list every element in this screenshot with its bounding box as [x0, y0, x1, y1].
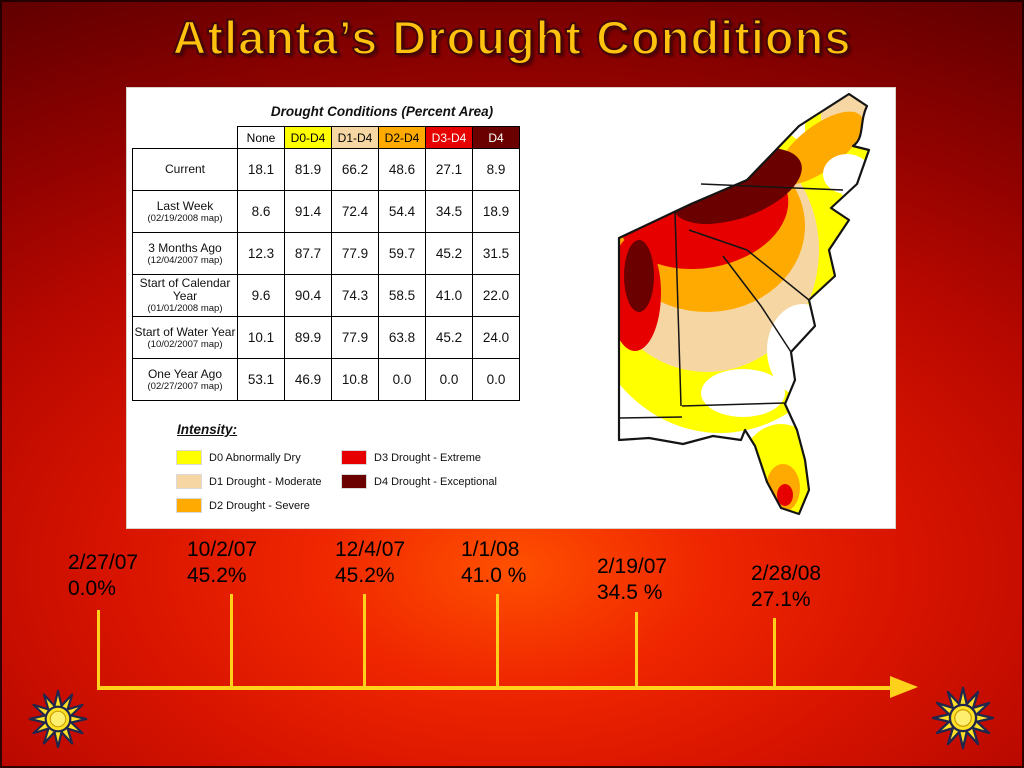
value-cell: 77.9: [331, 316, 379, 359]
value-cell: 22.0: [472, 274, 520, 317]
value-cell: 46.9: [284, 358, 332, 401]
row-label: Last Week (02/19/2008 map): [132, 190, 238, 233]
timeline-label: 2/27/07 0.0%: [68, 550, 138, 602]
timeline-axis: [97, 686, 897, 690]
table-row: Start of Water Year (10/02/2007 map) 10.1 8…: [132, 316, 520, 359]
legend-item: D2 Drought - Severe: [177, 499, 342, 512]
drought-table: None D0-D4 D1-D4 D2-D4 D3-D4 D4 Current 18.1 81…: [132, 126, 520, 401]
value-cell: 27.1: [425, 148, 473, 191]
legend-item: D3 Drought - Extreme: [342, 451, 497, 464]
timeline-date: 1/1/08: [461, 538, 520, 561]
timeline-tick: [635, 612, 638, 688]
value-cell: 12.3: [237, 232, 285, 275]
value-cell: 63.8: [378, 316, 426, 359]
timeline-tick: [97, 610, 100, 688]
value-cell: 45.2: [425, 316, 473, 359]
legend-title: Intensity:: [177, 422, 238, 437]
drought-table-body: None D0-D4 D1-D4 D2-D4 D3-D4 D4 Current 18.1 81…: [132, 126, 520, 401]
legend-swatch: [342, 451, 366, 464]
timeline-value: 27.1%: [751, 588, 811, 611]
legend-swatch: [177, 475, 201, 488]
timeline-date: 10/2/07: [187, 538, 258, 561]
column-header: D3-D4: [425, 126, 473, 149]
timeline-label: 1/1/08 41.0 %: [461, 537, 526, 589]
value-cell: 18.1: [237, 148, 285, 191]
value-cell: 77.9: [331, 232, 379, 275]
timeline-label: 12/4/07 45.2%: [335, 537, 405, 589]
value-cell: 59.7: [378, 232, 426, 275]
value-cell: 90.4: [284, 274, 332, 317]
timeline-tick: [363, 594, 366, 688]
value-cell: 0.0: [378, 358, 426, 401]
value-cell: 89.9: [284, 316, 332, 359]
value-cell: 74.3: [331, 274, 379, 317]
value-cell: 54.4: [378, 190, 426, 233]
timeline-tick: [496, 594, 499, 688]
state-borders: [618, 183, 844, 419]
sun-icon: [931, 686, 995, 750]
legend-col-right: D3 Drought - Extreme D4 Drought - Excepti…: [342, 451, 497, 512]
row-label: One Year Ago (02/27/2007 map): [132, 358, 238, 401]
table-row: 3 Months Ago (12/04/2007 map) 12.3 87.7 77.9…: [132, 232, 520, 275]
drought-map: [617, 92, 871, 516]
legend-item: D0 Abnormally Dry: [177, 451, 342, 464]
value-cell: 53.1: [237, 358, 285, 401]
timeline-tick: [230, 594, 233, 688]
legend-label: D3 Drought - Extreme: [374, 451, 481, 464]
value-cell: 0.0: [425, 358, 473, 401]
timeline-value: 34.5 %: [597, 581, 663, 604]
table-row: Current 18.1 81.9 66.2 48.6 27.1 8.9: [132, 148, 520, 191]
row-label: Current: [132, 148, 238, 191]
row-label: 3 Months Ago (12/04/2007 map): [132, 232, 238, 275]
legend-col-left: D0 Abnormally Dry D1 Drought - Moderate D2…: [177, 451, 342, 512]
table-row: Start of Calendar Year (01/01/2008 map) 9.…: [132, 274, 520, 317]
timeline-value: 45.2%: [335, 564, 395, 587]
value-cell: 31.5: [472, 232, 520, 275]
legend-label: D2 Drought - Severe: [209, 499, 310, 512]
legend-item: D1 Drought - Moderate: [177, 475, 342, 488]
value-cell: 8.9: [472, 148, 520, 191]
value-cell: 34.5: [425, 190, 473, 233]
legend-label: D1 Drought - Moderate: [209, 475, 322, 488]
row-label: Start of Calendar Year (01/01/2008 map): [132, 274, 238, 317]
legend-label: D4 Drought - Exceptional: [374, 475, 497, 488]
timeline-value: 41.0 %: [461, 564, 527, 587]
legend-swatch: [177, 451, 201, 464]
intensity-legend: Intensity: D0 Abnormally Dry D1 Drought -…: [177, 422, 497, 512]
timeline-tick: [773, 618, 776, 688]
slide-title: Atlanta’s Drought Conditions: [172, 10, 852, 65]
value-cell: 72.4: [331, 190, 379, 233]
timeline-label: 2/19/07 34.5 %: [597, 554, 667, 606]
value-cell: 18.9: [472, 190, 520, 233]
table-row: One Year Ago (02/27/2007 map) 53.1 46.9 10.8…: [132, 358, 520, 401]
legend-swatch: [177, 499, 201, 512]
sun-icon: [28, 689, 88, 749]
legend-label: D0 Abnormally Dry: [209, 451, 301, 464]
value-cell: 45.2: [425, 232, 473, 275]
value-cell: 87.7: [284, 232, 332, 275]
timeline-date: 2/19/07: [597, 555, 668, 578]
value-cell: 0.0: [472, 358, 520, 401]
legend-swatch: [342, 475, 366, 488]
timeline-label: 2/28/08 27.1%: [751, 561, 821, 613]
content-panel: Drought Conditions (Percent Area) None D0…: [127, 88, 895, 528]
column-header: D4: [472, 126, 520, 149]
timeline-value: 45.2%: [187, 564, 247, 587]
timeline-date: 12/4/07: [335, 538, 406, 561]
timeline-arrowhead-icon: [890, 676, 918, 698]
timeline-value: 0.0%: [68, 577, 116, 600]
value-cell: 24.0: [472, 316, 520, 359]
table-title: Drought Conditions (Percent Area): [270, 104, 494, 119]
value-cell: 81.9: [284, 148, 332, 191]
legend-item: D4 Drought - Exceptional: [342, 475, 497, 488]
timeline-label: 10/2/07 45.2%: [187, 537, 257, 589]
timeline-date: 2/27/07: [68, 551, 139, 574]
timeline-date: 2/28/08: [751, 562, 822, 585]
value-cell: 9.6: [237, 274, 285, 317]
